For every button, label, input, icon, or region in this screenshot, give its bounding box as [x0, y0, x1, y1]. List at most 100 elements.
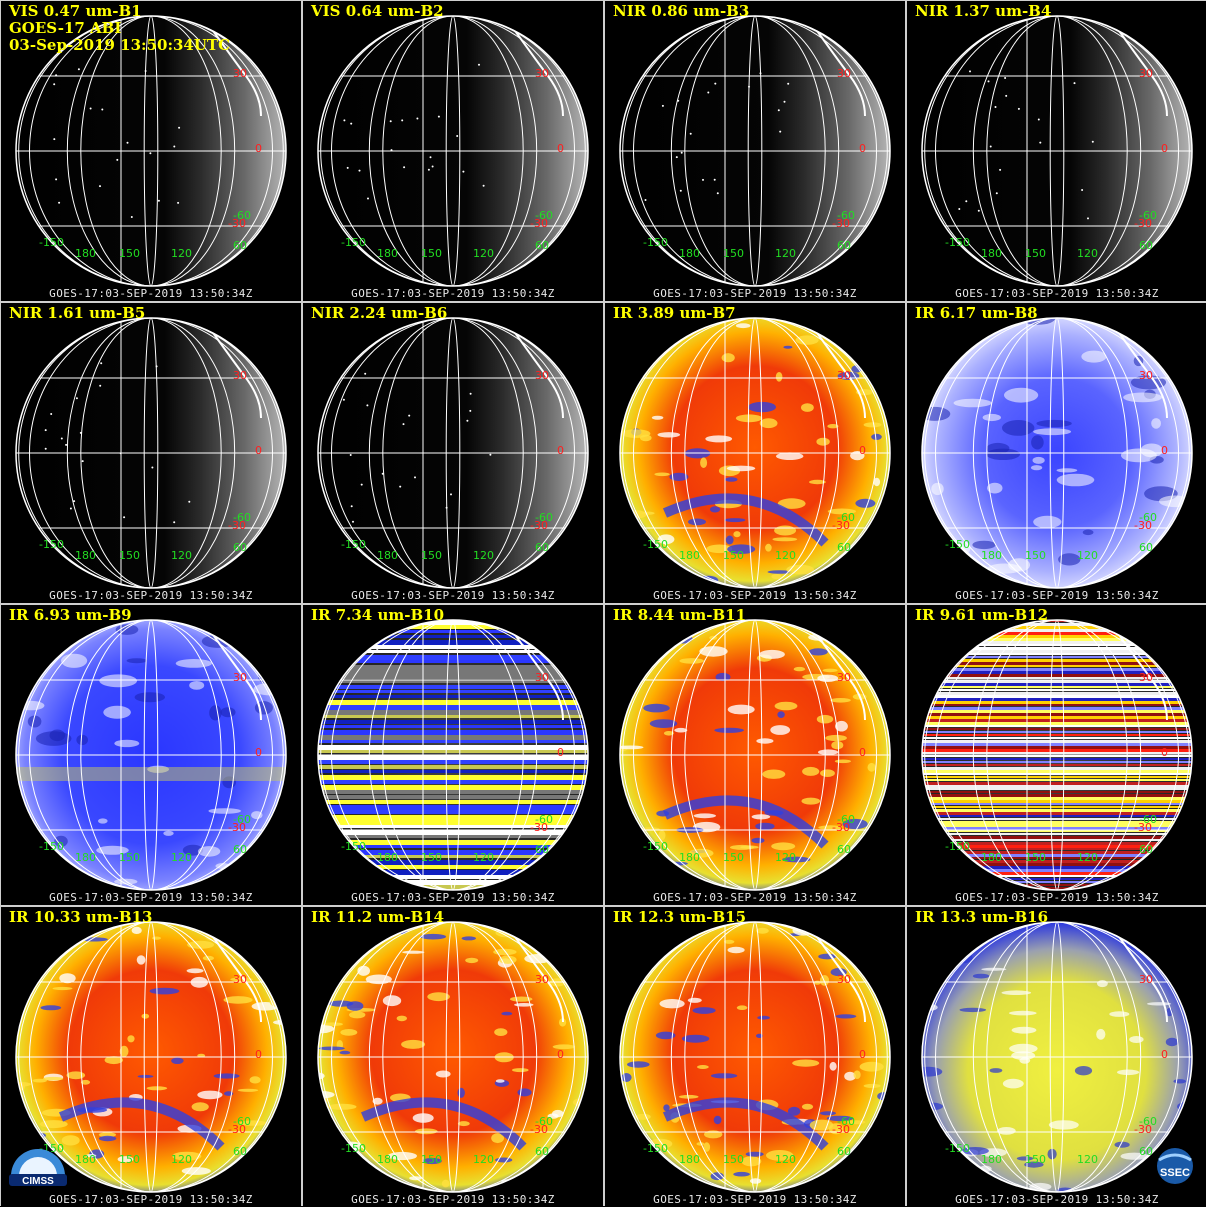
longitude-label: 150 [421, 549, 442, 562]
earth-disk-image: 30 0 -30 -150 180 150 120 60 -60 [921, 15, 1193, 287]
ssec-logo: SSEC [1149, 1146, 1201, 1191]
longitude-label: 120 [473, 851, 494, 864]
latitude-label: -30 [228, 1123, 246, 1136]
latitude-label: 30 [837, 973, 851, 986]
longitude-label: 180 [981, 1153, 1002, 1166]
longitude-label: -150 [39, 236, 64, 249]
cloud-texture [958, 70, 1094, 220]
lat-lon-grid [16, 620, 286, 890]
longitude-label: 60 [837, 239, 851, 252]
timestamp-footer: GOES-17:03-SEP-2019 13:50:34Z [653, 891, 857, 904]
longitude-label: 180 [981, 549, 1002, 562]
longitude-label: 180 [75, 549, 96, 562]
longitude-label: -60 [535, 813, 553, 826]
longitude-label: 180 [981, 851, 1002, 864]
lat-lon-grid [922, 16, 1192, 286]
band-title: IR 8.44 um-B11 [613, 606, 747, 624]
longitude-label: -150 [643, 538, 668, 551]
band-title: IR 9.61 um-B12 [915, 606, 1049, 624]
latitude-label: 30 [1139, 973, 1153, 986]
longitude-label: 120 [1077, 1153, 1098, 1166]
earth-disk-image: 30 0 -30 -150 180 150 120 60 -60 [15, 921, 287, 1193]
longitude-label: 60 [233, 541, 247, 554]
timestamp-footer: GOES-17:03-SEP-2019 13:50:34Z [955, 891, 1159, 904]
lat-lon-grid [620, 922, 890, 1192]
longitude-label: 120 [775, 851, 796, 864]
longitude-label: -150 [39, 538, 64, 551]
timestamp-footer: GOES-17:03-SEP-2019 13:50:34Z [49, 287, 253, 300]
band-panel: 30 0 -30 -150 180 150 120 60 -60 NIR 2.2… [303, 303, 603, 603]
latitude-label: 0 [859, 1048, 866, 1061]
earth-disk-image: 30 0 -30 -150 180 150 120 60 -60 [619, 317, 891, 589]
longitude-label: 180 [377, 851, 398, 864]
longitude-label: -60 [837, 209, 855, 222]
longitude-label: 120 [171, 1153, 192, 1166]
latitude-label: 0 [557, 142, 564, 155]
longitude-label: -60 [837, 511, 855, 524]
latitude-label: 0 [859, 444, 866, 457]
earth-disk-image: 30 0 -30 -150 180 150 120 60 -60 [317, 921, 589, 1193]
longitude-label: 150 [421, 247, 442, 260]
cimss-logo: CIMSS [7, 1142, 69, 1191]
longitude-label: 150 [119, 851, 140, 864]
lat-lon-grid [318, 922, 588, 1192]
longitude-label: 150 [1025, 851, 1046, 864]
latitude-label: 0 [1161, 746, 1168, 759]
longitude-label: 180 [75, 851, 96, 864]
longitude-label: -60 [233, 1115, 251, 1128]
earth-disk-image: 30 0 -30 -150 180 150 120 60 -60 [317, 15, 589, 287]
latitude-label: -30 [530, 821, 548, 834]
latitude-label: -30 [1134, 217, 1152, 230]
longitude-label: 60 [837, 1145, 851, 1158]
longitude-label: -150 [341, 840, 366, 853]
longitude-label: -60 [837, 813, 855, 826]
band-panel: 30 0 -30 -150 180 150 120 60 -60 NIR 1.6… [1, 303, 301, 603]
longitude-label: 60 [535, 239, 549, 252]
band-panel: 30 0 -30 -150 180 150 120 60 -60 NIR 1.3… [907, 1, 1206, 301]
longitude-label: 60 [1139, 843, 1153, 856]
latitude-label: -30 [228, 519, 246, 532]
timestamp-footer: GOES-17:03-SEP-2019 13:50:34Z [955, 1193, 1159, 1206]
longitude-label: -60 [1139, 511, 1157, 524]
latitude-label: 0 [255, 444, 262, 457]
longitude-label: 60 [837, 541, 851, 554]
timestamp-footer: GOES-17:03-SEP-2019 13:50:34Z [351, 891, 555, 904]
cloud-texture [343, 63, 485, 200]
longitude-label: -60 [1139, 813, 1157, 826]
latitude-label: 30 [1139, 671, 1153, 684]
latitude-label: 0 [255, 142, 262, 155]
lat-lon-grid [620, 318, 890, 588]
band-panel: 30 0 -30 -150 180 150 120 60 -60 IR 13.3… [907, 907, 1206, 1207]
longitude-label: -150 [945, 840, 970, 853]
band-title: IR 7.34 um-B10 [311, 606, 445, 624]
latitude-label: 30 [837, 671, 851, 684]
latitude-label: -30 [530, 217, 548, 230]
longitude-label: 60 [837, 843, 851, 856]
longitude-label: -150 [945, 1142, 970, 1155]
longitude-label: -60 [535, 511, 553, 524]
latitude-label: 0 [1161, 142, 1168, 155]
timestamp-footer: GOES-17:03-SEP-2019 13:50:34Z [49, 589, 253, 602]
longitude-label: 120 [473, 1153, 494, 1166]
latitude-label: -30 [228, 217, 246, 230]
longitude-label: -60 [837, 1115, 855, 1128]
timestamp-footer: GOES-17:03-SEP-2019 13:50:34Z [49, 891, 253, 904]
latitude-label: 0 [1161, 444, 1168, 457]
latitude-label: -30 [1134, 821, 1152, 834]
latitude-label: -30 [1134, 519, 1152, 532]
earth-disk-image: 30 0 -30 -150 180 150 120 60 -60 [619, 619, 891, 891]
longitude-label: -150 [341, 236, 366, 249]
latitude-label: 0 [557, 444, 564, 457]
band-title: VIS 0.64 um-B2 [311, 2, 444, 20]
longitude-label: 60 [535, 843, 549, 856]
longitude-label: 120 [171, 549, 192, 562]
longitude-label: -60 [535, 1115, 553, 1128]
longitude-label: -60 [233, 813, 251, 826]
cimss-logo-text: CIMSS [22, 1176, 54, 1186]
longitude-label: 150 [1025, 549, 1046, 562]
latitude-label: 0 [255, 746, 262, 759]
latitude-label: 0 [557, 1048, 564, 1061]
longitude-label: 120 [775, 549, 796, 562]
longitude-label: -150 [39, 840, 64, 853]
latitude-label: 30 [535, 67, 549, 80]
